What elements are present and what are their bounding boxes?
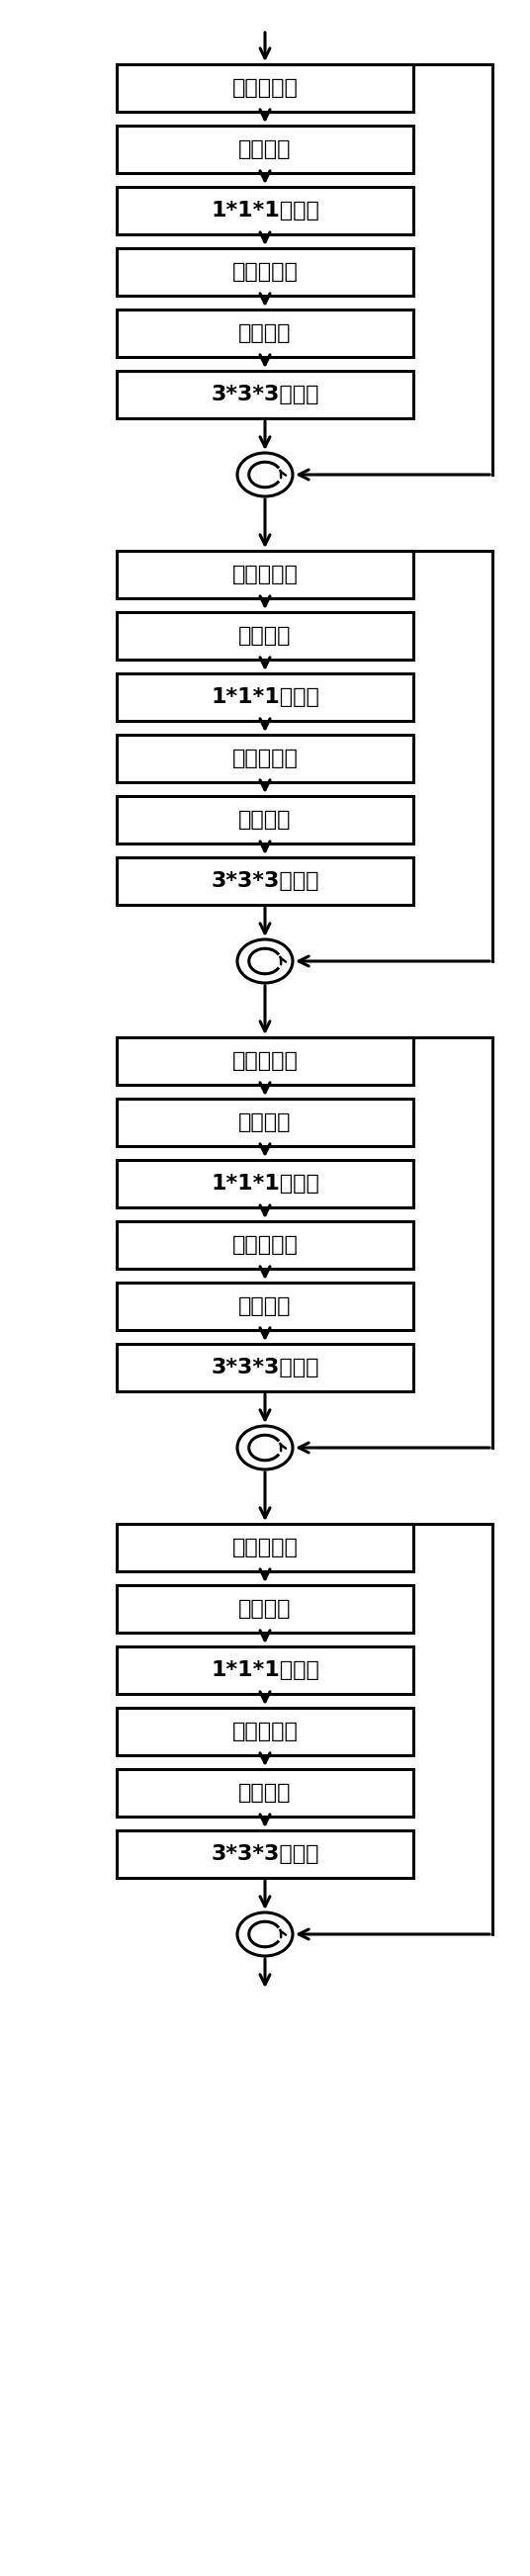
- Text: 1*1*1卷积层: 1*1*1卷积层: [211, 1662, 319, 1680]
- Text: 3*3*3卷积层: 3*3*3卷积层: [211, 871, 319, 891]
- Text: 批归一化层: 批归一化层: [232, 77, 298, 98]
- Bar: [117, 126, 413, 173]
- Bar: [117, 247, 413, 296]
- Text: 批归一化层: 批归一化层: [232, 263, 298, 281]
- Text: 1*1*1卷积层: 1*1*1卷积层: [211, 1175, 319, 1193]
- Text: 3*3*3卷积层: 3*3*3卷积层: [211, 1844, 319, 1865]
- Text: 激活函数: 激活函数: [239, 1113, 292, 1133]
- Bar: [117, 309, 413, 358]
- Text: 1*1*1卷积层: 1*1*1卷积层: [211, 688, 319, 706]
- Text: 批归一化层: 批归一化层: [232, 750, 298, 768]
- Text: 1*1*1卷积层: 1*1*1卷积层: [211, 201, 319, 222]
- Text: 批归一化层: 批归一化层: [232, 564, 298, 585]
- Bar: [117, 796, 413, 842]
- Text: 激活函数: 激活函数: [239, 1600, 292, 1618]
- Bar: [117, 1708, 413, 1754]
- Bar: [117, 1832, 413, 1878]
- Text: 批归一化层: 批归一化层: [232, 1051, 298, 1072]
- Bar: [117, 734, 413, 783]
- Bar: [117, 188, 413, 234]
- Bar: [117, 1770, 413, 1816]
- Bar: [117, 371, 413, 417]
- Bar: [117, 1097, 413, 1146]
- Text: 激活函数: 激活函数: [239, 1296, 292, 1316]
- Bar: [117, 1283, 413, 1329]
- Bar: [117, 1345, 413, 1391]
- Bar: [117, 551, 413, 598]
- Bar: [117, 64, 413, 111]
- Text: 3*3*3卷积层: 3*3*3卷积层: [211, 1358, 319, 1378]
- Bar: [117, 1584, 413, 1633]
- Bar: [117, 1159, 413, 1208]
- Bar: [117, 1038, 413, 1084]
- Text: 激活函数: 激活函数: [239, 1783, 292, 1803]
- Bar: [117, 858, 413, 904]
- Bar: [117, 672, 413, 721]
- Bar: [117, 1646, 413, 1695]
- Text: 批归一化层: 批归一化层: [232, 1234, 298, 1255]
- Bar: [117, 613, 413, 659]
- Text: 激活函数: 激活函数: [239, 139, 292, 160]
- Text: 批归一化层: 批归一化层: [232, 1538, 298, 1558]
- Text: 激活函数: 激活函数: [239, 809, 292, 829]
- Text: 3*3*3卷积层: 3*3*3卷积层: [211, 384, 319, 404]
- Text: 批归一化层: 批归一化层: [232, 1721, 298, 1741]
- Text: 激活函数: 激活函数: [239, 626, 292, 647]
- Text: 激活函数: 激活函数: [239, 325, 292, 343]
- Bar: [117, 1525, 413, 1571]
- Bar: [117, 1221, 413, 1270]
